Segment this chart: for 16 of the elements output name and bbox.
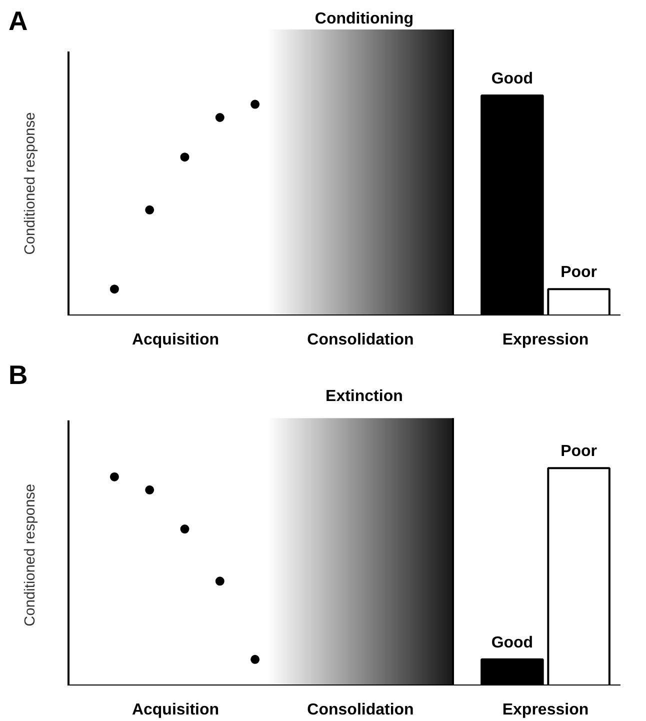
x-tick-label: Consolidation xyxy=(307,332,414,348)
x-tick-label: Expression xyxy=(502,702,589,718)
series-label: Good xyxy=(491,70,534,88)
series-label: Good xyxy=(491,634,534,652)
series-label: Poor xyxy=(560,443,598,460)
text: A xyxy=(8,6,28,36)
series-label: Poor xyxy=(560,264,598,282)
chart-title: Extinction xyxy=(326,388,403,406)
y-axis-title: Conditioned response xyxy=(22,112,38,255)
chart-title: Conditioning xyxy=(314,10,414,28)
x-tick-label: Acquisition xyxy=(132,332,220,348)
x-tick-label: Expression xyxy=(502,332,589,348)
x-tick-label: Consolidation xyxy=(307,702,414,718)
y-axis-title: Conditioned response xyxy=(22,484,38,626)
x-tick-label: Acquisition xyxy=(132,702,220,718)
text: B xyxy=(8,360,28,390)
